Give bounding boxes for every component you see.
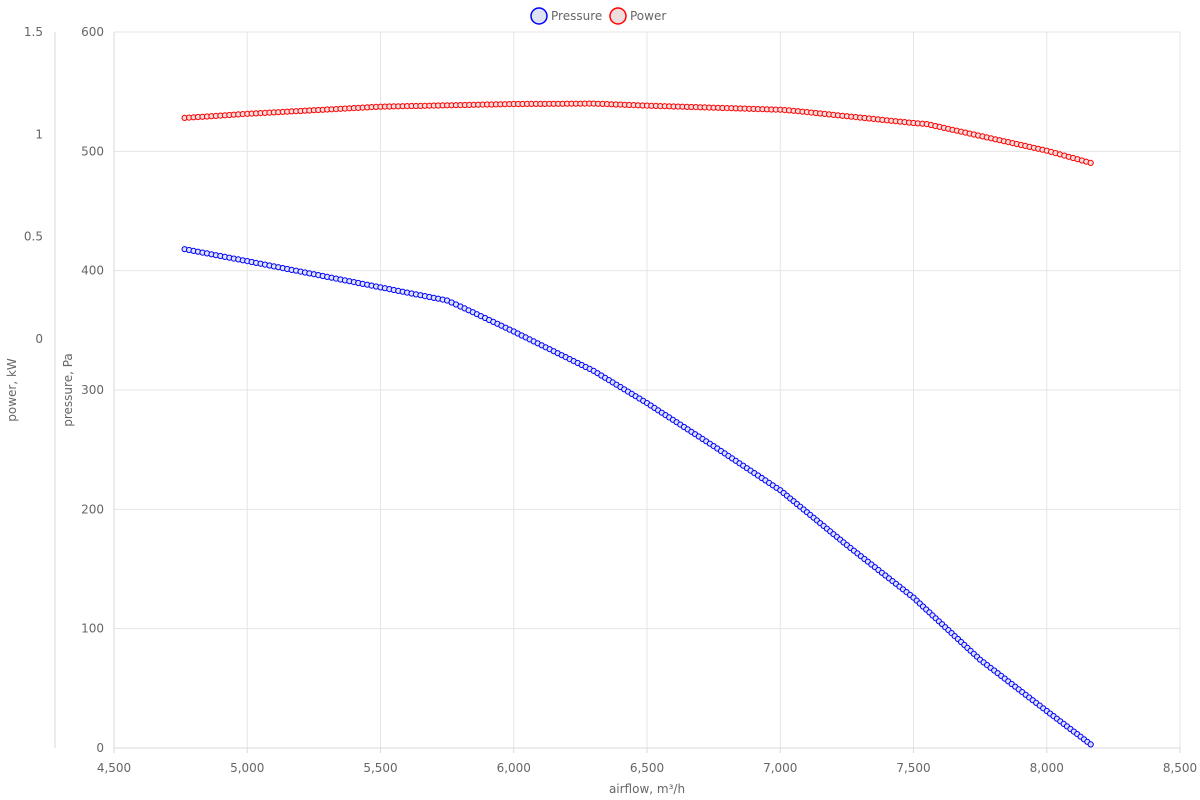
x-tick-label: 6,500 bbox=[630, 761, 664, 775]
pressure-line bbox=[184, 248, 1092, 746]
power-point bbox=[1087, 159, 1094, 166]
y-axis-title-power: power, kW bbox=[5, 358, 19, 422]
legend-label-pressure: Pressure bbox=[551, 9, 602, 23]
legend-label-power: Power bbox=[630, 9, 666, 23]
x-tick-label: 7,500 bbox=[896, 761, 930, 775]
x-tick-label: 6,000 bbox=[497, 761, 531, 775]
legend-marker-pressure bbox=[530, 7, 548, 25]
grid bbox=[113, 31, 1181, 749]
pressure-tick-label: 300 bbox=[81, 383, 104, 397]
pressure-tick-label: 500 bbox=[81, 144, 104, 158]
x-axis-title: airflow, m³/h bbox=[609, 782, 685, 796]
pressure-tick-label: 100 bbox=[81, 622, 104, 636]
axes: 4,500 5,000 5,500 6,000 6,500 7,000 7,500 8,000… bbox=[24, 25, 1197, 775]
pressure-series bbox=[181, 246, 1094, 748]
power-tick-label: 0 bbox=[35, 332, 43, 346]
power-tick-label: 0.5 bbox=[24, 230, 43, 244]
legend-item-power[interactable]: Power bbox=[609, 7, 666, 25]
pressure-tick-label: 200 bbox=[81, 502, 104, 516]
legend-marker-power bbox=[609, 7, 627, 25]
power-series bbox=[181, 100, 1094, 166]
pressure-point bbox=[1087, 741, 1094, 748]
x-tick-label: 4,500 bbox=[97, 761, 131, 775]
x-tick-label: 7,000 bbox=[763, 761, 797, 775]
y-axis-title-pressure: pressure, Pa bbox=[61, 353, 75, 427]
pressure-tick-label: 0 bbox=[96, 741, 104, 755]
legend[interactable]: Pressure Power bbox=[530, 7, 666, 25]
series bbox=[181, 100, 1094, 748]
x-tick-label: 8,000 bbox=[1030, 761, 1064, 775]
power-line bbox=[184, 102, 1091, 164]
legend-item-pressure[interactable]: Pressure bbox=[530, 7, 602, 25]
pressure-tick-label: 600 bbox=[81, 25, 104, 39]
x-tick-label: 8,500 bbox=[1163, 761, 1197, 775]
x-tick-label: 5,500 bbox=[363, 761, 397, 775]
power-tick-label: 1.5 bbox=[24, 25, 43, 39]
x-tick-label: 5,000 bbox=[230, 761, 264, 775]
power-tick-label: 1 bbox=[35, 127, 43, 141]
pressure-tick-label: 400 bbox=[81, 264, 104, 278]
